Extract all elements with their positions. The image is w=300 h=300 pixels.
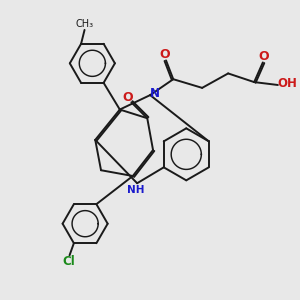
Text: N: N (149, 87, 160, 100)
Text: O: O (258, 50, 269, 63)
Text: O: O (159, 48, 170, 61)
Text: O: O (123, 91, 133, 103)
Text: OH: OH (277, 77, 297, 90)
Text: Cl: Cl (62, 256, 75, 268)
Text: NH: NH (127, 184, 144, 195)
Text: CH₃: CH₃ (76, 19, 94, 29)
